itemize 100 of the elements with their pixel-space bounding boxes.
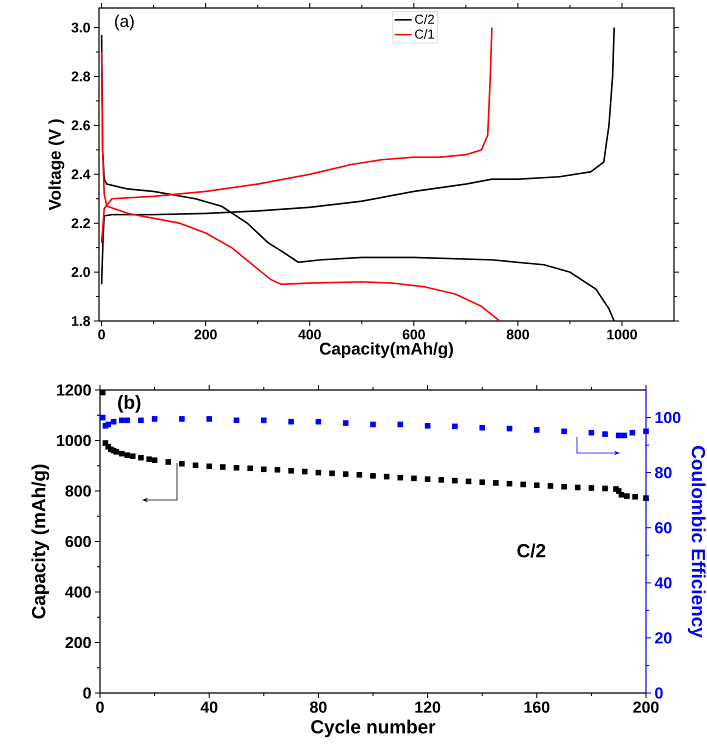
y-tick-label: 2.0 [72,267,90,278]
x-tick-label: 600 [402,330,425,340]
point [138,418,144,424]
point [621,432,627,438]
point [124,452,130,458]
point [632,494,638,500]
x-tick-label: 200 [633,702,659,713]
x-tick-label: 800 [506,330,529,340]
y2-tick-label: 60 [655,522,672,534]
point [548,483,554,489]
point [643,428,649,434]
y2-tick-label: 0 [655,687,663,699]
x-tick-label: 160 [524,702,550,713]
point [234,418,240,424]
point [261,466,267,472]
point [370,422,376,428]
point [561,484,567,490]
point [124,418,130,424]
annotation: (b) [118,395,140,413]
x-tick-label: 0 [98,330,105,340]
point [452,478,458,484]
point [602,486,608,492]
point [561,428,567,434]
y-tick-label: 1000 [57,434,91,446]
point [602,431,608,437]
point [411,476,417,482]
y-tick-label: 400 [65,586,91,598]
point [356,472,362,478]
point [506,426,512,432]
point [234,464,240,471]
point [130,453,136,459]
point [288,468,294,474]
point [302,468,308,474]
point [206,416,212,422]
point [119,418,125,424]
y-tick-label: 1200 [57,384,91,396]
point [152,457,158,463]
x-axis-title: Cycle number [311,720,436,738]
point [384,474,390,480]
point [114,449,120,455]
point [179,416,185,422]
point [624,493,630,499]
point [574,484,581,490]
point [534,482,540,488]
x-tick-label: 1000 [607,330,637,340]
point [493,480,499,486]
x-axis-title: Capacity(mAh/g) [320,342,453,358]
point [370,473,376,479]
legend-label: C/1 [415,29,434,39]
y-tick-label: 800 [65,485,91,497]
y-tick-label: 2.2 [72,218,90,228]
point [288,418,294,424]
x-tick-label: 0 [96,702,104,713]
point [247,465,253,472]
point [466,478,472,484]
point [398,474,404,480]
point [146,456,152,462]
point [588,430,594,436]
y2-tick-label: 100 [656,412,680,424]
point [398,422,404,428]
point [424,476,430,482]
point [342,471,348,477]
annotation: (a) [115,14,134,30]
x-tick-label: 400 [298,330,321,340]
point [261,418,267,424]
y-tick-label: 3.0 [71,22,90,33]
point [100,414,106,420]
y2-tick-label: 40 [654,577,672,588]
y-axis-title: Voltage (V ) [48,119,64,210]
y-tick-label: 1.8 [72,316,90,326]
point [616,432,622,438]
point [110,418,116,424]
point [138,454,144,460]
point [316,470,322,476]
point [274,467,280,473]
point [152,416,158,422]
y-axis-title: Capacity (mAh/g) [31,464,50,619]
annotation: C/2 [517,544,546,558]
point [588,485,594,491]
x-tick-label: 120 [415,702,440,713]
point [424,423,430,429]
point [479,479,485,485]
point [520,482,526,488]
point [479,424,485,431]
point [220,464,226,470]
y2-axis-title: Coulombic Efficiency [688,446,706,638]
point [438,477,444,483]
y-tick-label: 2.8 [72,72,90,82]
y-tick-label: 200 [65,636,91,648]
y-tick-label: 0 [83,687,91,699]
point [192,462,198,468]
point [618,492,624,498]
y-tick-label: 2.4 [72,169,90,180]
point [452,424,458,430]
y2-tick-label: 20 [655,632,672,644]
point [329,470,335,476]
point [206,463,212,470]
y-tick-label: 600 [65,536,91,548]
y2-tick-label: 80 [655,467,672,478]
point [630,430,636,436]
